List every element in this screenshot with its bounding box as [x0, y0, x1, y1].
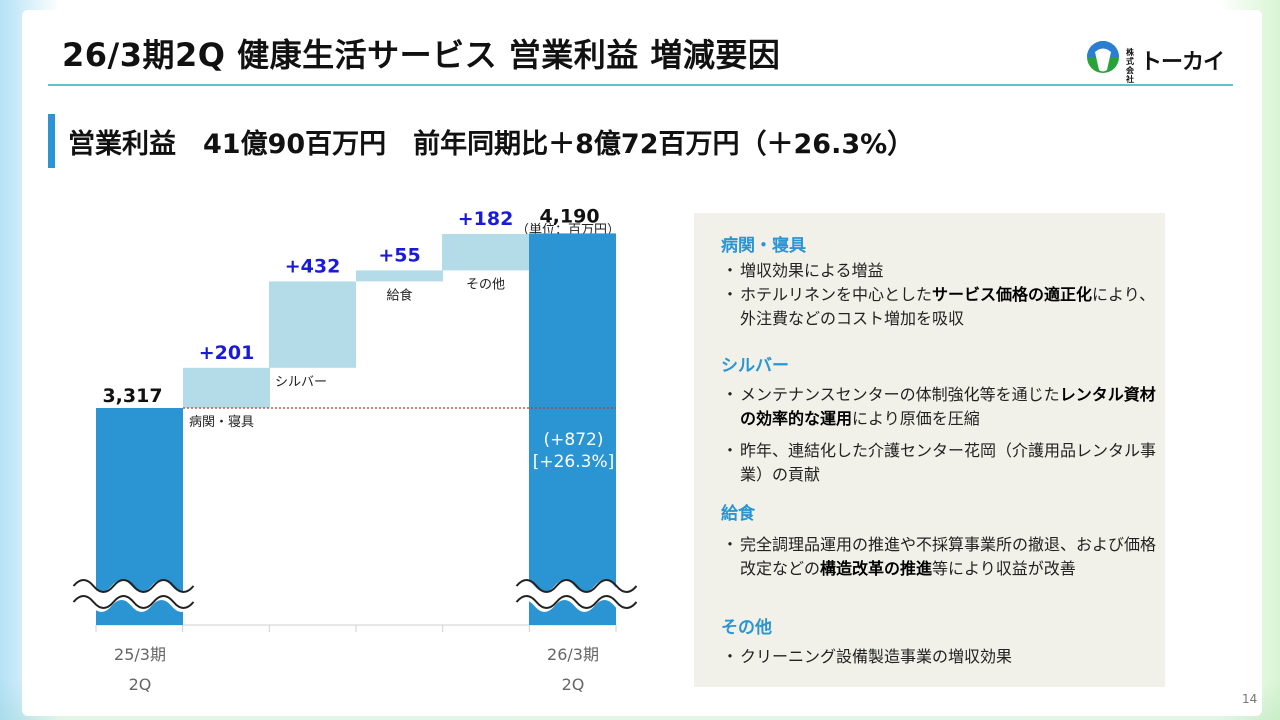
factor-item: ・メンテナンスセンターの体制強化等を通じたレンタル資材の効率的な運用により原価を…	[722, 383, 1162, 431]
factor-item-part: 昨年、連結化した介護センター花岡（介護用品レンタル事業）の貢献	[740, 441, 1157, 484]
bullet-icon: ・	[722, 441, 739, 460]
factor-item-part: メンテナンスセンターの体制強化等を通じた	[740, 385, 1060, 404]
factor-item-emphasis: 構造改革の推進	[820, 559, 933, 578]
logo-kabushiki-text: 株式 会社	[1126, 48, 1134, 84]
company-logo: 株式 会社 トーカイ	[1086, 40, 1226, 84]
data-label-step: +55	[378, 244, 420, 266]
data-label-start: 3,317	[102, 385, 162, 407]
headline: 営業利益 41億90百万円 前年同期比＋8億72百万円（＋26.3%）	[68, 129, 915, 160]
factor-item-part: クリーニング設備製造事業の増収効果	[740, 647, 1013, 666]
factor-item-text: ホテルリネンを中心としたサービス価格の適正化により、外注費などのコスト増加を吸収	[722, 283, 1162, 331]
factors-panel: 病関・寝具・増収効果による増益・ホテルリネンを中心としたサービス価格の適正化によ…	[694, 213, 1165, 687]
factor-heading: シルバー	[721, 356, 789, 376]
factor-item-part: により、外注費などのコスト増加を吸収	[740, 285, 1156, 328]
factor-item-text: メンテナンスセンターの体制強化等を通じたレンタル資材の効率的な運用により原価を圧…	[722, 383, 1162, 431]
logo-mark-icon	[1087, 41, 1119, 73]
bullet-icon: ・	[722, 535, 739, 554]
factor-item-part: ホテルリネンを中心とした	[740, 285, 933, 304]
bullet-icon: ・	[722, 285, 739, 304]
category-label: 病関・寝具	[189, 414, 254, 430]
factor-item-part: 増収効果による増益	[740, 261, 884, 280]
bar-step	[269, 281, 356, 368]
data-label-end: 4,190	[539, 205, 599, 227]
bullet-icon: ・	[722, 385, 739, 404]
factor-item-emphasis: サービス価格の適正化	[932, 285, 1093, 304]
waterfall-chart: 3,317 +201 病関・寝具 +432 シルバー +55 給食 +182 その他 4,190 (…	[71, 205, 638, 632]
change-pct-label: [+26.3%]	[533, 452, 615, 472]
headline-accent-bar	[48, 114, 55, 168]
x-label-end: 26/3期 2Q	[523, 640, 623, 700]
category-label: その他	[466, 277, 505, 292]
factor-item-part: により原価を圧縮	[852, 409, 980, 428]
bar-step	[442, 234, 529, 271]
x-label-start-line1: 25/3期	[114, 645, 166, 664]
bar-end	[529, 233, 616, 625]
data-label-step: +201	[199, 342, 255, 364]
x-label-start: 25/3期 2Q	[90, 640, 190, 700]
logo-brand-text: トーカイ	[1140, 50, 1225, 75]
factor-item-part: 完全調理品運用の推進や不採算事業所の撤退、および価格改定などの	[740, 535, 1157, 578]
bar-step	[183, 367, 270, 408]
factor-item-text: 完全調理品運用の推進や不採算事業所の撤退、および価格改定などの構造改革の推進等に…	[722, 533, 1162, 581]
factor-heading: 給食	[721, 504, 755, 524]
x-label-start-line2: 2Q	[128, 675, 152, 694]
factor-heading: 病関・寝具	[721, 236, 806, 256]
category-label: 給食	[386, 287, 412, 303]
bullet-icon: ・	[722, 261, 739, 280]
bullet-icon: ・	[722, 647, 739, 666]
factor-item: ・増収効果による増益	[722, 259, 1162, 283]
page-number: 14	[1242, 692, 1258, 706]
change-label: (+872)	[544, 430, 604, 450]
axis-break-start-icon-gap	[71, 580, 192, 612]
factor-item-part: 等により収益が改善	[932, 559, 1076, 578]
factor-item: ・完全調理品運用の推進や不採算事業所の撤退、および価格改定などの構造改革の推進等…	[722, 533, 1162, 581]
factor-item-emphasis: レンタル資材の効率的な運用	[740, 385, 1156, 428]
factor-item-text: クリーニング設備製造事業の増収効果	[722, 645, 1162, 669]
data-label-step: +432	[285, 255, 341, 277]
factor-item: ・昨年、連結化した介護センター花岡（介護用品レンタル事業）の貢献	[722, 439, 1162, 487]
factor-item: ・クリーニング設備製造事業の増収効果	[722, 645, 1162, 669]
axis-break-start-icon-wave-top	[72, 579, 195, 593]
factor-item-text: 増収効果による増益	[722, 259, 1162, 283]
factor-heading: その他	[721, 618, 772, 638]
data-label-step: +182	[458, 208, 514, 230]
factor-item-text: 昨年、連結化した介護センター花岡（介護用品レンタル事業）の貢献	[722, 439, 1162, 487]
category-label: シルバー	[275, 375, 327, 390]
axis-break-end-icon-wave-bottom	[515, 595, 638, 609]
page-title: 26/3期2Q 健康生活サービス 営業利益 増減要因	[62, 36, 781, 74]
x-label-end-line2: 2Q	[561, 675, 585, 694]
axis-break-end-icon-gap	[514, 580, 635, 612]
factor-item: ・ホテルリネンを中心としたサービス価格の適正化により、外注費などのコスト増加を吸…	[722, 283, 1162, 331]
axis-break-end-icon-wave-top	[515, 579, 638, 593]
axis-break-start-icon-wave-bottom	[72, 595, 195, 609]
title-divider	[48, 84, 1233, 86]
bar-step	[356, 270, 443, 282]
x-label-end-line1: 26/3期	[547, 645, 599, 664]
